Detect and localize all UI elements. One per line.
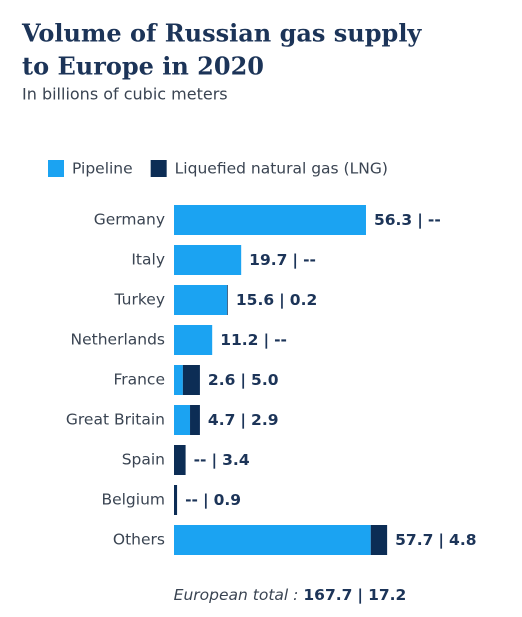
category-label: Turkey <box>114 291 165 309</box>
category-label: Great Britain <box>66 411 165 429</box>
total-label: European total : <box>174 586 299 604</box>
bar-segment <box>190 405 200 435</box>
separator: | <box>203 491 209 510</box>
value-label: 4.7 | 2.9 <box>208 411 279 430</box>
category-label: Germany <box>94 211 165 229</box>
separator: | <box>263 331 269 350</box>
value-label-part: -- <box>185 491 198 509</box>
bar-segment <box>174 445 186 475</box>
value-label-part: 2.9 <box>251 411 278 429</box>
value-label: 11.2 | -- <box>220 331 287 350</box>
bar-segment <box>174 245 242 275</box>
total-value: 17.2 <box>368 586 406 604</box>
value-label-part: 0.2 <box>290 291 317 309</box>
bar-segment <box>174 525 371 555</box>
value-label: 2.6 | 5.0 <box>208 371 279 390</box>
value-label: 19.7 | -- <box>249 251 316 270</box>
value-label: -- | 0.9 <box>185 491 241 510</box>
value-label-part: 4.8 <box>449 531 476 549</box>
value-label-part: -- <box>303 251 316 269</box>
bar-segment <box>182 365 200 395</box>
bar-segment <box>227 285 228 315</box>
category-label: Italy <box>131 251 165 269</box>
value-label-part: -- <box>428 211 441 229</box>
value-label-part: 5.0 <box>251 371 279 389</box>
total: European total :167.7 | 17.2 <box>174 586 407 605</box>
chart-title: Volume of Russian gas supply <box>21 19 422 48</box>
total-value: 167.7 <box>303 586 352 604</box>
value-label-part: 19.7 <box>249 251 287 269</box>
separator: | <box>211 451 217 470</box>
category-label: France <box>113 371 165 389</box>
category-label: Others <box>113 531 165 549</box>
value-label: 56.3 | -- <box>374 211 441 230</box>
legend-label: Pipeline <box>72 160 133 178</box>
separator: | <box>279 291 285 310</box>
bar-segment <box>174 205 366 235</box>
value-label-part: 3.4 <box>222 451 250 469</box>
value-label-part: 2.6 <box>208 371 235 389</box>
separator: | <box>240 371 246 390</box>
value-label-part: -- <box>274 331 287 349</box>
separator: | <box>357 586 363 605</box>
value-label-part: -- <box>194 451 207 469</box>
value-label-part: 0.9 <box>214 491 241 509</box>
separator: | <box>292 251 298 270</box>
category-label: Spain <box>122 451 165 469</box>
category-label: Netherlands <box>71 331 165 349</box>
value-label: 15.6 | 0.2 <box>236 291 317 310</box>
legend-label: Liquefied natural gas (LNG) <box>175 160 388 178</box>
bar-segment <box>370 525 388 555</box>
legend-swatch <box>150 160 167 177</box>
bar-segment <box>174 285 228 315</box>
value-label-part: 15.6 <box>236 291 274 309</box>
chart-title: to Europe in 2020 <box>22 52 264 81</box>
separator: | <box>240 411 246 430</box>
value-label-part: 4.7 <box>208 411 235 429</box>
bar-segment <box>174 365 183 395</box>
separator: | <box>417 211 423 230</box>
category-label: Belgium <box>101 491 165 509</box>
separator: | <box>438 531 444 550</box>
chart-subtitle: In billions of cubic meters <box>22 85 228 104</box>
value-label-part: 11.2 <box>220 331 258 349</box>
legend-swatch <box>48 160 64 177</box>
bar-segment <box>174 325 213 355</box>
bar-segment <box>174 485 178 515</box>
value-label-part: 57.7 <box>395 531 433 549</box>
value-label: -- | 3.4 <box>194 451 250 470</box>
value-label: 57.7 | 4.8 <box>395 531 476 550</box>
value-label-part: 56.3 <box>374 211 412 229</box>
bar-segment <box>174 405 191 435</box>
